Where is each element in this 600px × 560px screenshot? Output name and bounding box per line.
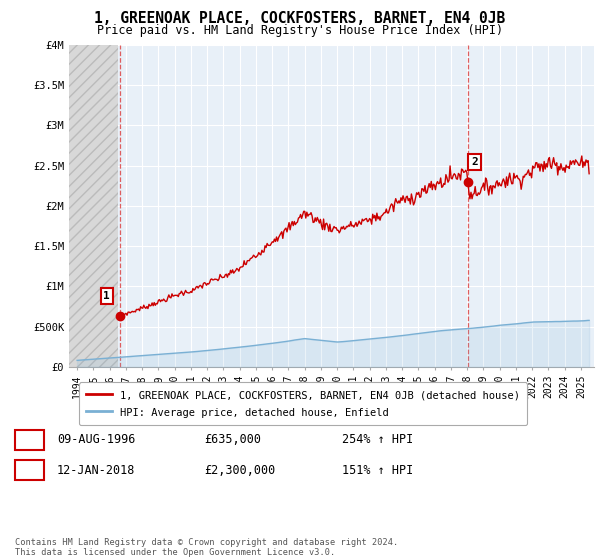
Text: £635,000: £635,000 bbox=[204, 433, 261, 446]
Legend: 1, GREENOAK PLACE, COCKFOSTERS, BARNET, EN4 0JB (detached house), HPI: Average p: 1, GREENOAK PLACE, COCKFOSTERS, BARNET, … bbox=[79, 382, 527, 425]
Text: 09-AUG-1996: 09-AUG-1996 bbox=[57, 433, 136, 446]
Text: 1, GREENOAK PLACE, COCKFOSTERS, BARNET, EN4 0JB: 1, GREENOAK PLACE, COCKFOSTERS, BARNET, … bbox=[94, 11, 506, 26]
Bar bbox=[69, 45, 118, 367]
Text: Price paid vs. HM Land Registry's House Price Index (HPI): Price paid vs. HM Land Registry's House … bbox=[97, 24, 503, 36]
Text: 151% ↑ HPI: 151% ↑ HPI bbox=[342, 464, 413, 477]
Text: 1: 1 bbox=[103, 291, 110, 301]
Text: Contains HM Land Registry data © Crown copyright and database right 2024.
This d: Contains HM Land Registry data © Crown c… bbox=[15, 538, 398, 557]
Text: 254% ↑ HPI: 254% ↑ HPI bbox=[342, 433, 413, 446]
Text: 12-JAN-2018: 12-JAN-2018 bbox=[57, 464, 136, 477]
Text: 2: 2 bbox=[26, 464, 33, 477]
Text: 2: 2 bbox=[471, 157, 478, 167]
Text: 1: 1 bbox=[26, 433, 33, 446]
Text: £2,300,000: £2,300,000 bbox=[204, 464, 275, 477]
